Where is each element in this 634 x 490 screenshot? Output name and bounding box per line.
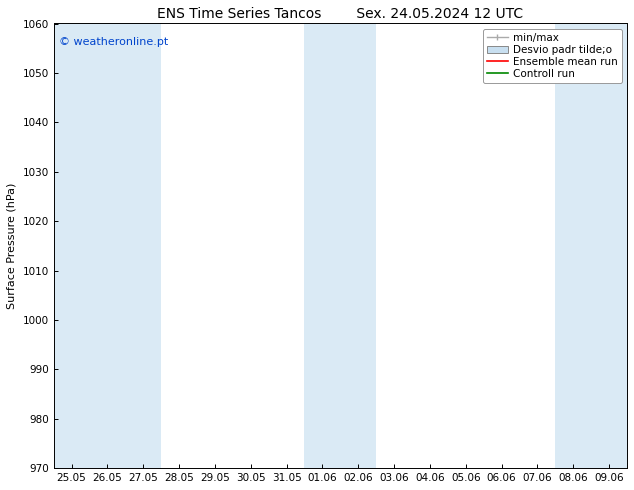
- Bar: [340, 24, 376, 468]
- Y-axis label: Surface Pressure (hPa): Surface Pressure (hPa): [7, 183, 17, 309]
- Bar: [555, 24, 592, 468]
- Bar: [89, 24, 126, 468]
- Bar: [126, 24, 161, 468]
- Bar: [54, 24, 89, 468]
- Text: © weatheronline.pt: © weatheronline.pt: [60, 37, 169, 47]
- Bar: [592, 24, 627, 468]
- Legend: min/max, Desvio padr tilde;o, Ensemble mean run, Controll run: min/max, Desvio padr tilde;o, Ensemble m…: [482, 29, 622, 83]
- Bar: [304, 24, 340, 468]
- Title: ENS Time Series Tancos        Sex. 24.05.2024 12 UTC: ENS Time Series Tancos Sex. 24.05.2024 1…: [157, 7, 524, 21]
